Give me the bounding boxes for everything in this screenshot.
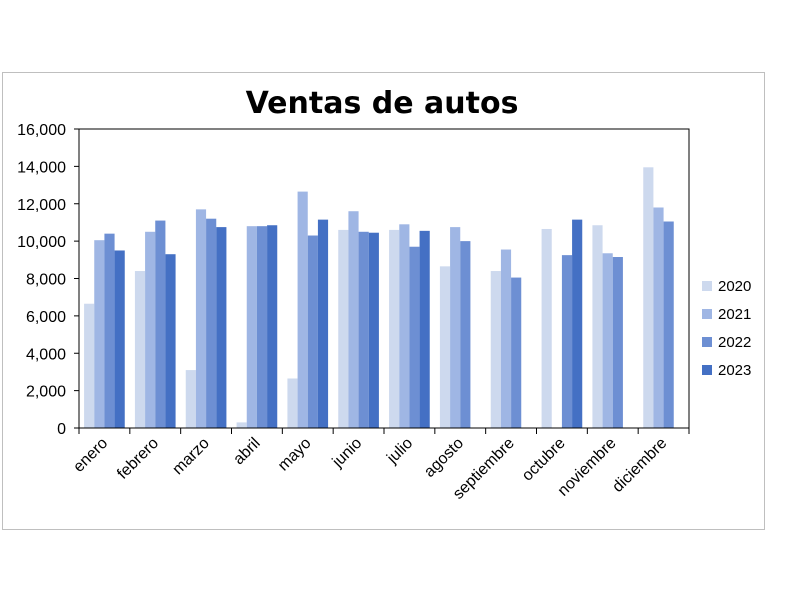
bar-2021-abril: [246, 226, 257, 428]
bar-2020-abril: [236, 422, 247, 428]
x-tick-label: diciembre: [609, 435, 670, 496]
y-tick-label: 2,000: [26, 384, 66, 401]
legend-swatch: [702, 281, 712, 291]
bar-2022-agosto: [460, 241, 471, 428]
y-tick-label: 10,000: [17, 234, 66, 251]
bar-2023-junio: [368, 232, 379, 428]
bar-2023-marzo: [216, 227, 227, 428]
x-tick-label: enero: [70, 435, 111, 476]
bar-2020-diciembre: [643, 167, 654, 428]
bar-2021-agosto: [450, 227, 461, 428]
legend: 2020 2021 2022 2023: [702, 278, 751, 379]
bar-2022-diciembre: [663, 221, 674, 428]
plot-area-border: [78, 128, 690, 429]
legend-label: 2022: [718, 334, 751, 351]
bars: [84, 167, 674, 428]
bar-2021-noviembre: [602, 253, 613, 428]
legend-swatch: [702, 337, 712, 347]
bar-2020-julio: [389, 229, 400, 428]
bar-2020-agosto: [439, 266, 451, 428]
chart-frame: [2, 72, 765, 530]
y-tick-label: 16,000: [17, 122, 66, 139]
bar-2021-mayo: [297, 191, 308, 428]
y-tick-label: 12,000: [17, 197, 66, 214]
bar-2022-mayo: [307, 235, 318, 428]
bar-2023-octubre: [572, 219, 583, 428]
bar-2022-junio: [358, 231, 369, 428]
x-tick-label: agosto: [421, 435, 467, 481]
bar-2020-marzo: [185, 370, 196, 428]
bar-2021-febrero: [145, 231, 156, 428]
x-tick-label: febrero: [114, 435, 162, 483]
bar-2022-abril: [256, 226, 268, 428]
legend-swatch: [702, 309, 712, 319]
y-axis: 0 2,000 4,000 6,000 8,000 10,000 12,000 14,000 1…: [17, 122, 79, 438]
bar-2021-septiembre: [500, 249, 512, 428]
bar-2020-junio: [338, 229, 349, 428]
legend-label: 2021: [718, 306, 751, 323]
x-tick-label: mayo: [275, 435, 315, 475]
bar-2023-abril: [267, 225, 278, 428]
bar-2020-febrero: [134, 271, 146, 428]
y-tick-label: 8,000: [26, 272, 66, 289]
bar-2020-octubre: [541, 228, 552, 428]
bar-2023-febrero: [165, 254, 176, 428]
x-tick-label: junio: [329, 435, 366, 472]
bar-2022-noviembre: [612, 257, 623, 428]
x-tick-label: octubre: [519, 435, 569, 485]
bar-2023-julio: [419, 230, 430, 428]
bar-2020-enero: [84, 303, 95, 428]
bar-2020-noviembre: [592, 225, 603, 428]
y-tick-label: 6,000: [26, 309, 66, 326]
chart-title: Ventas de autos: [246, 86, 519, 121]
bar-2022-septiembre: [511, 277, 522, 428]
legend-label: 2020: [718, 278, 751, 295]
y-tick-label: 4,000: [26, 346, 66, 363]
bar-2020-septiembre: [490, 271, 501, 428]
bar-2021-julio: [399, 224, 410, 428]
bar-2021-marzo: [195, 209, 207, 428]
bar-2021-diciembre: [653, 207, 664, 428]
bar-2022-enero: [104, 233, 115, 428]
bar-2021-junio: [348, 211, 359, 428]
bar-2020-mayo: [287, 378, 298, 428]
y-tick-label: 14,000: [17, 159, 66, 176]
x-tick-label: julio: [383, 435, 416, 468]
bar-2022-marzo: [206, 218, 217, 428]
bar-2023-mayo: [317, 219, 329, 428]
x-tick-label: abril: [230, 435, 263, 468]
bar-2022-julio: [409, 246, 420, 428]
x-tick-label: marzo: [169, 435, 213, 479]
x-axis: enero febrero marzo abril mayo junio julio agos…: [70, 428, 690, 503]
bar-2021-enero: [94, 240, 105, 428]
bar-2022-febrero: [155, 220, 166, 428]
legend-label: 2023: [718, 362, 751, 379]
bar-2023-enero: [114, 250, 125, 428]
y-tick-label: 0: [57, 421, 66, 438]
legend-swatch: [702, 365, 712, 375]
bar-2022-octubre: [561, 255, 573, 428]
